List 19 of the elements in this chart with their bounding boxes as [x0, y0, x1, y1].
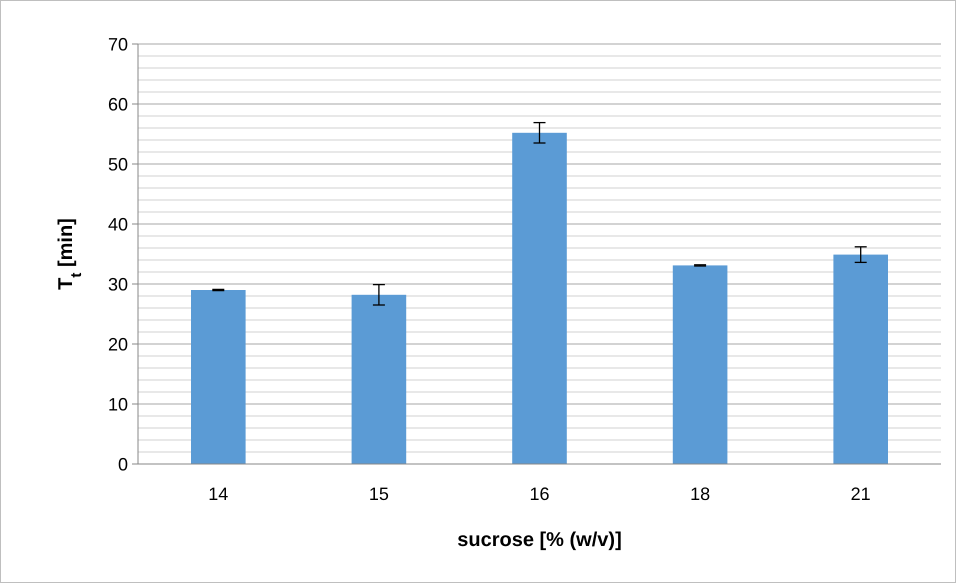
x-tick-label: 15	[368, 484, 389, 504]
bar	[191, 290, 246, 464]
x-axis-title: sucrose [% (w/v)]	[457, 529, 622, 551]
y-tick-label: 30	[108, 274, 128, 294]
y-tick-label: 60	[108, 94, 128, 114]
bar	[512, 132, 567, 464]
y-tick-label: 50	[108, 154, 128, 174]
y-tick-label: 10	[108, 394, 128, 414]
y-tick-label: 40	[108, 214, 128, 234]
bar	[352, 294, 406, 464]
bar	[833, 254, 888, 464]
x-tick-label: 21	[850, 484, 871, 504]
y-tick-label: 20	[108, 334, 128, 354]
y-tick-label: 0	[118, 454, 128, 474]
x-tick-label: 18	[690, 484, 710, 504]
x-tick-label: 16	[529, 484, 550, 504]
y-tick-label: 70	[108, 34, 128, 54]
bar	[672, 265, 728, 464]
x-tick-label: 14	[208, 484, 228, 504]
